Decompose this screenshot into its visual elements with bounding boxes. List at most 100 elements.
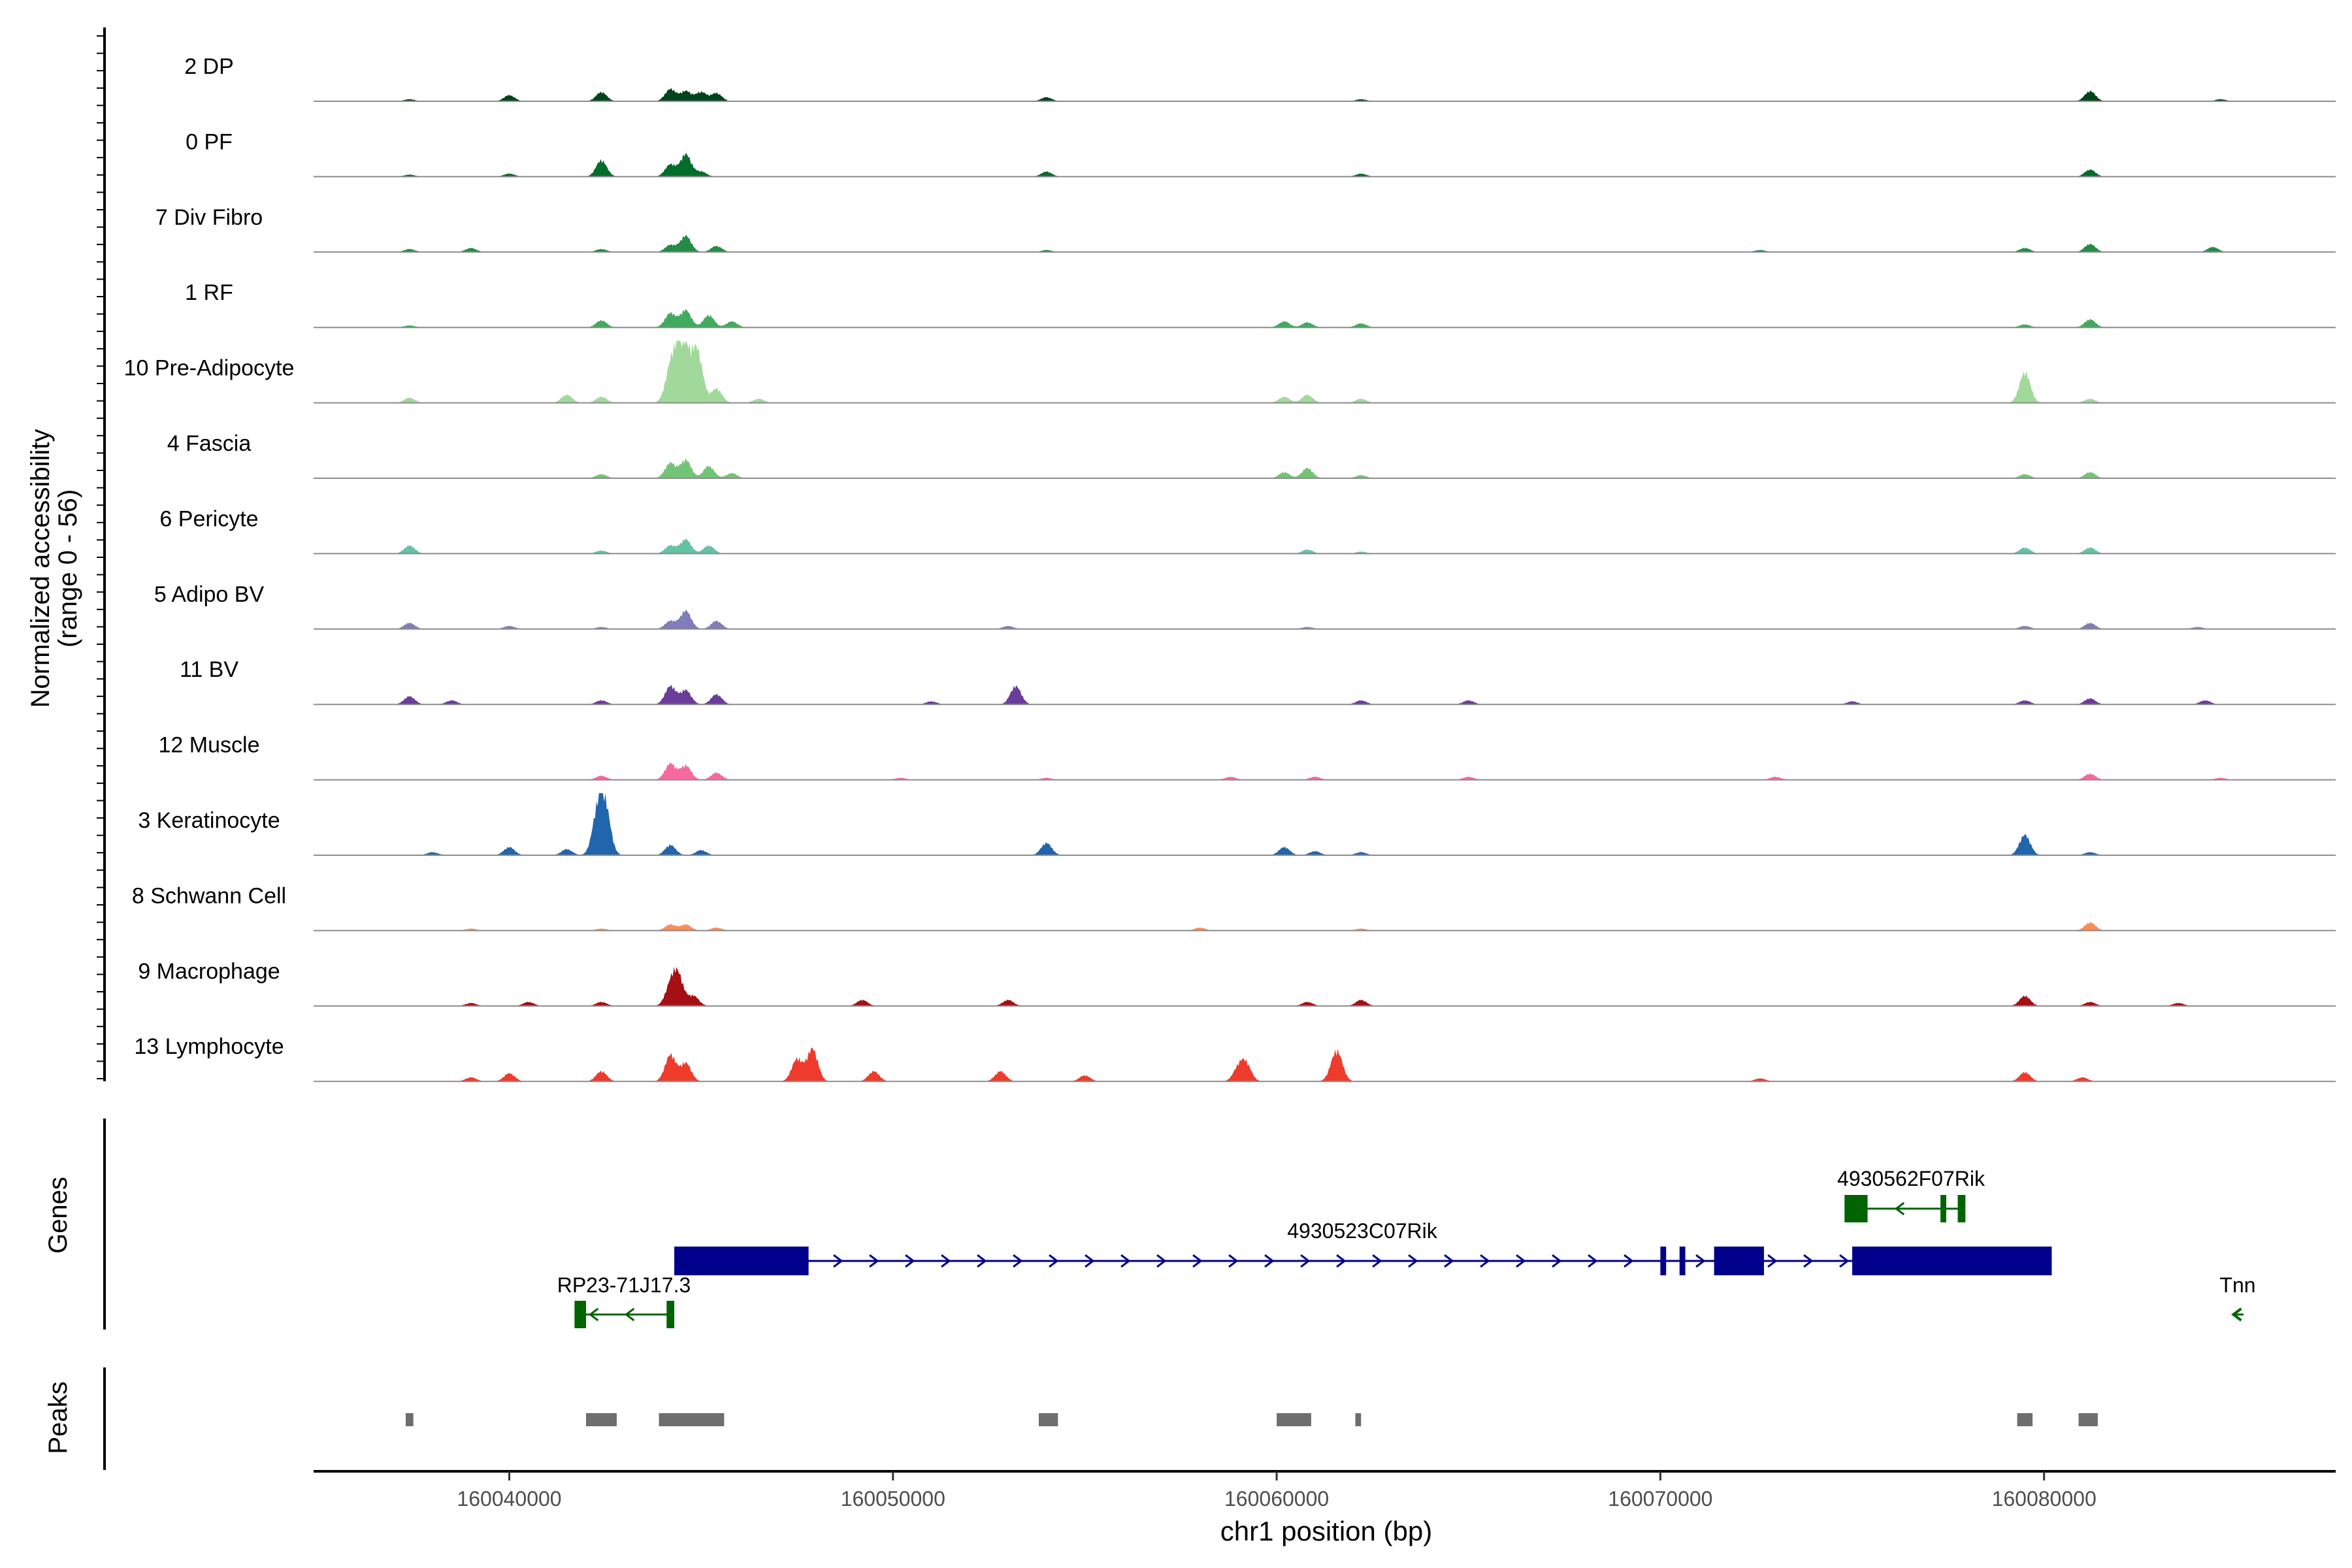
- signal-area: [386, 685, 2228, 705]
- track-5-adipo-bv: 5 Adipo BV: [154, 582, 2336, 630]
- strand-chevron: [869, 1254, 879, 1268]
- signal-area: [578, 458, 2113, 478]
- gene-exon: [1940, 1195, 1946, 1222]
- strand-chevron: [1085, 1254, 1095, 1268]
- track-10-pre-adipocyte: 10 Pre-Adipocyte: [124, 340, 2336, 404]
- gene-label: RP23-71J17.3: [557, 1273, 691, 1297]
- gene-4930523c07rik: 4930523C07Rik: [674, 1219, 2052, 1275]
- strand-chevron: [1767, 1254, 1778, 1268]
- gene-annotation-track: 4930523C07Rik 4930562F07Rik RP23-71J17.3 Tn…: [103, 1119, 2256, 1330]
- signal-area: [448, 922, 2113, 931]
- gene-exon: [1852, 1247, 2052, 1275]
- track-label: 11 BV: [180, 657, 238, 682]
- track-label: 8 Schwann Cell: [132, 883, 286, 908]
- track-11-bv: 11 BV: [180, 657, 2336, 706]
- peaks-track-label: Peaks: [44, 1381, 73, 1454]
- strand-chevron: [1300, 1254, 1311, 1268]
- gene-rp23-71j17-3: RP23-71J17.3: [557, 1273, 691, 1328]
- track-0-pf: 0 PF: [186, 129, 2336, 178]
- track-9-macrophage: 9 Macrophage: [138, 959, 2336, 1007]
- track-label: 3 Keratinocyte: [138, 808, 280, 833]
- strand-chevron: [941, 1254, 951, 1268]
- strand-chevron: [1372, 1254, 1382, 1268]
- x-tick-label: 160040000: [457, 1487, 561, 1511]
- gene-tnn: Tnn: [2219, 1273, 2256, 1322]
- strand-chevron: [1228, 1254, 1239, 1268]
- signal-area: [386, 88, 2244, 101]
- track-4-fascia: 4 Fascia: [167, 431, 2336, 479]
- strand-chevron: [1695, 1254, 1706, 1268]
- strand-chevron: [1013, 1254, 1023, 1268]
- y-axis-title: Normalized accessibility: [26, 429, 55, 708]
- strand-chevron: [1516, 1254, 1526, 1268]
- strand-chevron: [1120, 1254, 1131, 1268]
- strand-chevron: [624, 1307, 635, 1322]
- signal-area: [578, 762, 2244, 780]
- signal-area: [386, 538, 2113, 554]
- track-1-rf: 1 RF: [185, 280, 2336, 329]
- strand-chevron: [1336, 1254, 1347, 1268]
- gene-label: Tnn: [2219, 1273, 2255, 1297]
- track-7-div-fibro: 7 Div Fibro: [155, 205, 2336, 253]
- x-tick-label: 160070000: [1608, 1487, 1712, 1511]
- gene-exon: [674, 1247, 809, 1275]
- gene-exon: [1660, 1247, 1667, 1275]
- signal-area: [386, 340, 2113, 403]
- strand-chevron: [1192, 1254, 1203, 1268]
- gene-label: 4930523C07Rik: [1287, 1219, 1438, 1243]
- strand-chevron: [1444, 1254, 1454, 1268]
- track-6-pericyte: 6 Pericyte: [159, 506, 2336, 555]
- track-13-lymphocyte: 13 Lymphocyte: [134, 1034, 2336, 1083]
- strand-chevron: [1480, 1254, 1490, 1268]
- strand-chevron: [1588, 1254, 1598, 1268]
- strand-chevron: [588, 1307, 599, 1322]
- x-axis-title: chr1 position (bp): [1220, 1516, 1433, 1546]
- track-label: 7 Div Fibro: [155, 205, 263, 230]
- genes-track-label: Genes: [44, 1177, 73, 1254]
- strand-chevron: [1552, 1254, 1562, 1268]
- signal-area: [409, 793, 2112, 855]
- track-8-schwann-cell: 8 Schwann Cell: [132, 883, 2336, 932]
- peak-region: [1355, 1413, 1362, 1426]
- accessibility-tracks: 2 DP 0 PF 7 Div Fibro 1 RF 10 Pre-Adipocyte 4…: [97, 27, 2336, 1083]
- track-label: 9 Macrophage: [138, 959, 280, 984]
- signal-area: [448, 967, 2200, 1006]
- gene-exon: [1714, 1247, 1764, 1275]
- track-label: 10 Pre-Adipocyte: [124, 356, 295, 381]
- peak-region: [1277, 1413, 1311, 1426]
- signal-area: [386, 153, 2113, 177]
- gene-exon: [574, 1301, 586, 1328]
- track-label: 0 PF: [186, 129, 233, 154]
- strand-chevron: [1894, 1201, 1905, 1216]
- gene-exon: [1844, 1195, 1868, 1222]
- track-label: 6 Pericyte: [159, 506, 258, 531]
- strand-chevron: [977, 1254, 987, 1268]
- track-2-dp: 2 DP: [184, 54, 2336, 102]
- strand-chevron: [1624, 1254, 1634, 1268]
- peak-region: [405, 1413, 414, 1426]
- strand-chevron: [1803, 1254, 1814, 1268]
- track-12-muscle: 12 Muscle: [159, 733, 2336, 781]
- peak-track: [103, 1367, 2098, 1470]
- peak-region: [1038, 1413, 1058, 1426]
- peak-region: [659, 1413, 725, 1426]
- track-label: 4 Fascia: [167, 431, 252, 456]
- peak-region: [585, 1413, 617, 1426]
- track-label: 12 Muscle: [159, 733, 260, 758]
- gene-label: 4930562F07Rik: [1837, 1167, 1985, 1190]
- peak-region: [2017, 1413, 2033, 1426]
- gene-4930562f07rik: 4930562F07Rik: [1837, 1167, 1985, 1222]
- strand-chevron: [1156, 1254, 1167, 1268]
- y-axis-range-label: (range 0 - 56): [54, 489, 82, 647]
- track-label: 5 Adipo BV: [154, 582, 265, 607]
- x-tick-label: 160060000: [1224, 1487, 1329, 1511]
- signal-area: [386, 235, 2236, 252]
- strand-chevron: [1264, 1254, 1275, 1268]
- track-label: 2 DP: [184, 54, 234, 79]
- track-label: 1 RF: [185, 280, 233, 305]
- strand-chevron: [833, 1254, 843, 1268]
- peak-region: [2078, 1413, 2098, 1426]
- strand-chevron: [1049, 1254, 1059, 1268]
- x-axis: 160040000 160050000 160060000 160070000 1600…: [314, 1470, 2336, 1511]
